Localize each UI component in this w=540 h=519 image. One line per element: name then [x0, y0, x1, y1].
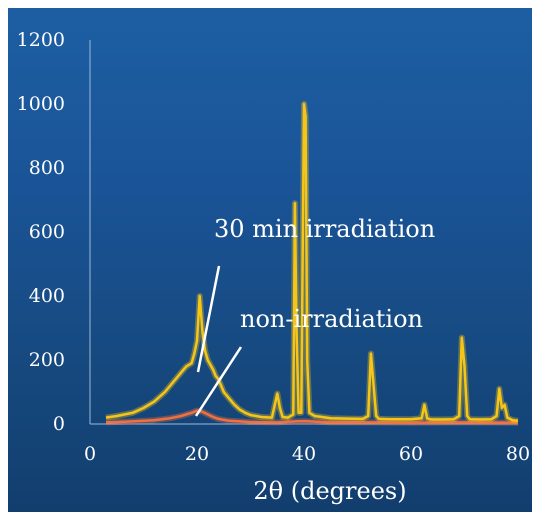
y-tick-label: 800	[29, 157, 65, 179]
x-tick-label: 0	[84, 443, 96, 465]
chart-panel	[8, 8, 532, 512]
non-irradiation-pointer-line	[194, 346, 243, 417]
series-line-irradiated	[105, 102, 519, 423]
x-tick-label: 80	[506, 443, 530, 465]
series-line-non_irradiated	[105, 409, 519, 424]
x-tick-label: 20	[185, 443, 209, 465]
y-tick-label: 400	[29, 285, 65, 307]
x-tick-labels: 0 20 40 60 80	[84, 443, 530, 465]
y-tick-label: 1000	[17, 93, 65, 115]
irradiation-pointer-line	[196, 265, 221, 373]
x-tick-label: 60	[399, 443, 423, 465]
series-layer	[105, 101, 519, 426]
annotation-30min-irradiation: 30 min irradiation	[214, 215, 435, 243]
y-tick-label: 1200	[17, 29, 65, 51]
series-glow-irradiated	[105, 101, 519, 424]
y-tick-label: 200	[29, 349, 65, 371]
x-tick-label: 40	[292, 443, 316, 465]
annotation-non-irradiation: non-irradiation	[240, 305, 423, 333]
y-tick-label: 600	[29, 221, 65, 243]
annotations: 30 min irradiation non-irradiation	[194, 215, 435, 417]
x-axis-title: 2θ (degrees)	[253, 477, 406, 505]
axes	[89, 40, 518, 425]
y-tick-label: 0	[53, 413, 65, 435]
y-tick-labels: 0 200 400 600 800 1000 1200	[17, 29, 65, 435]
